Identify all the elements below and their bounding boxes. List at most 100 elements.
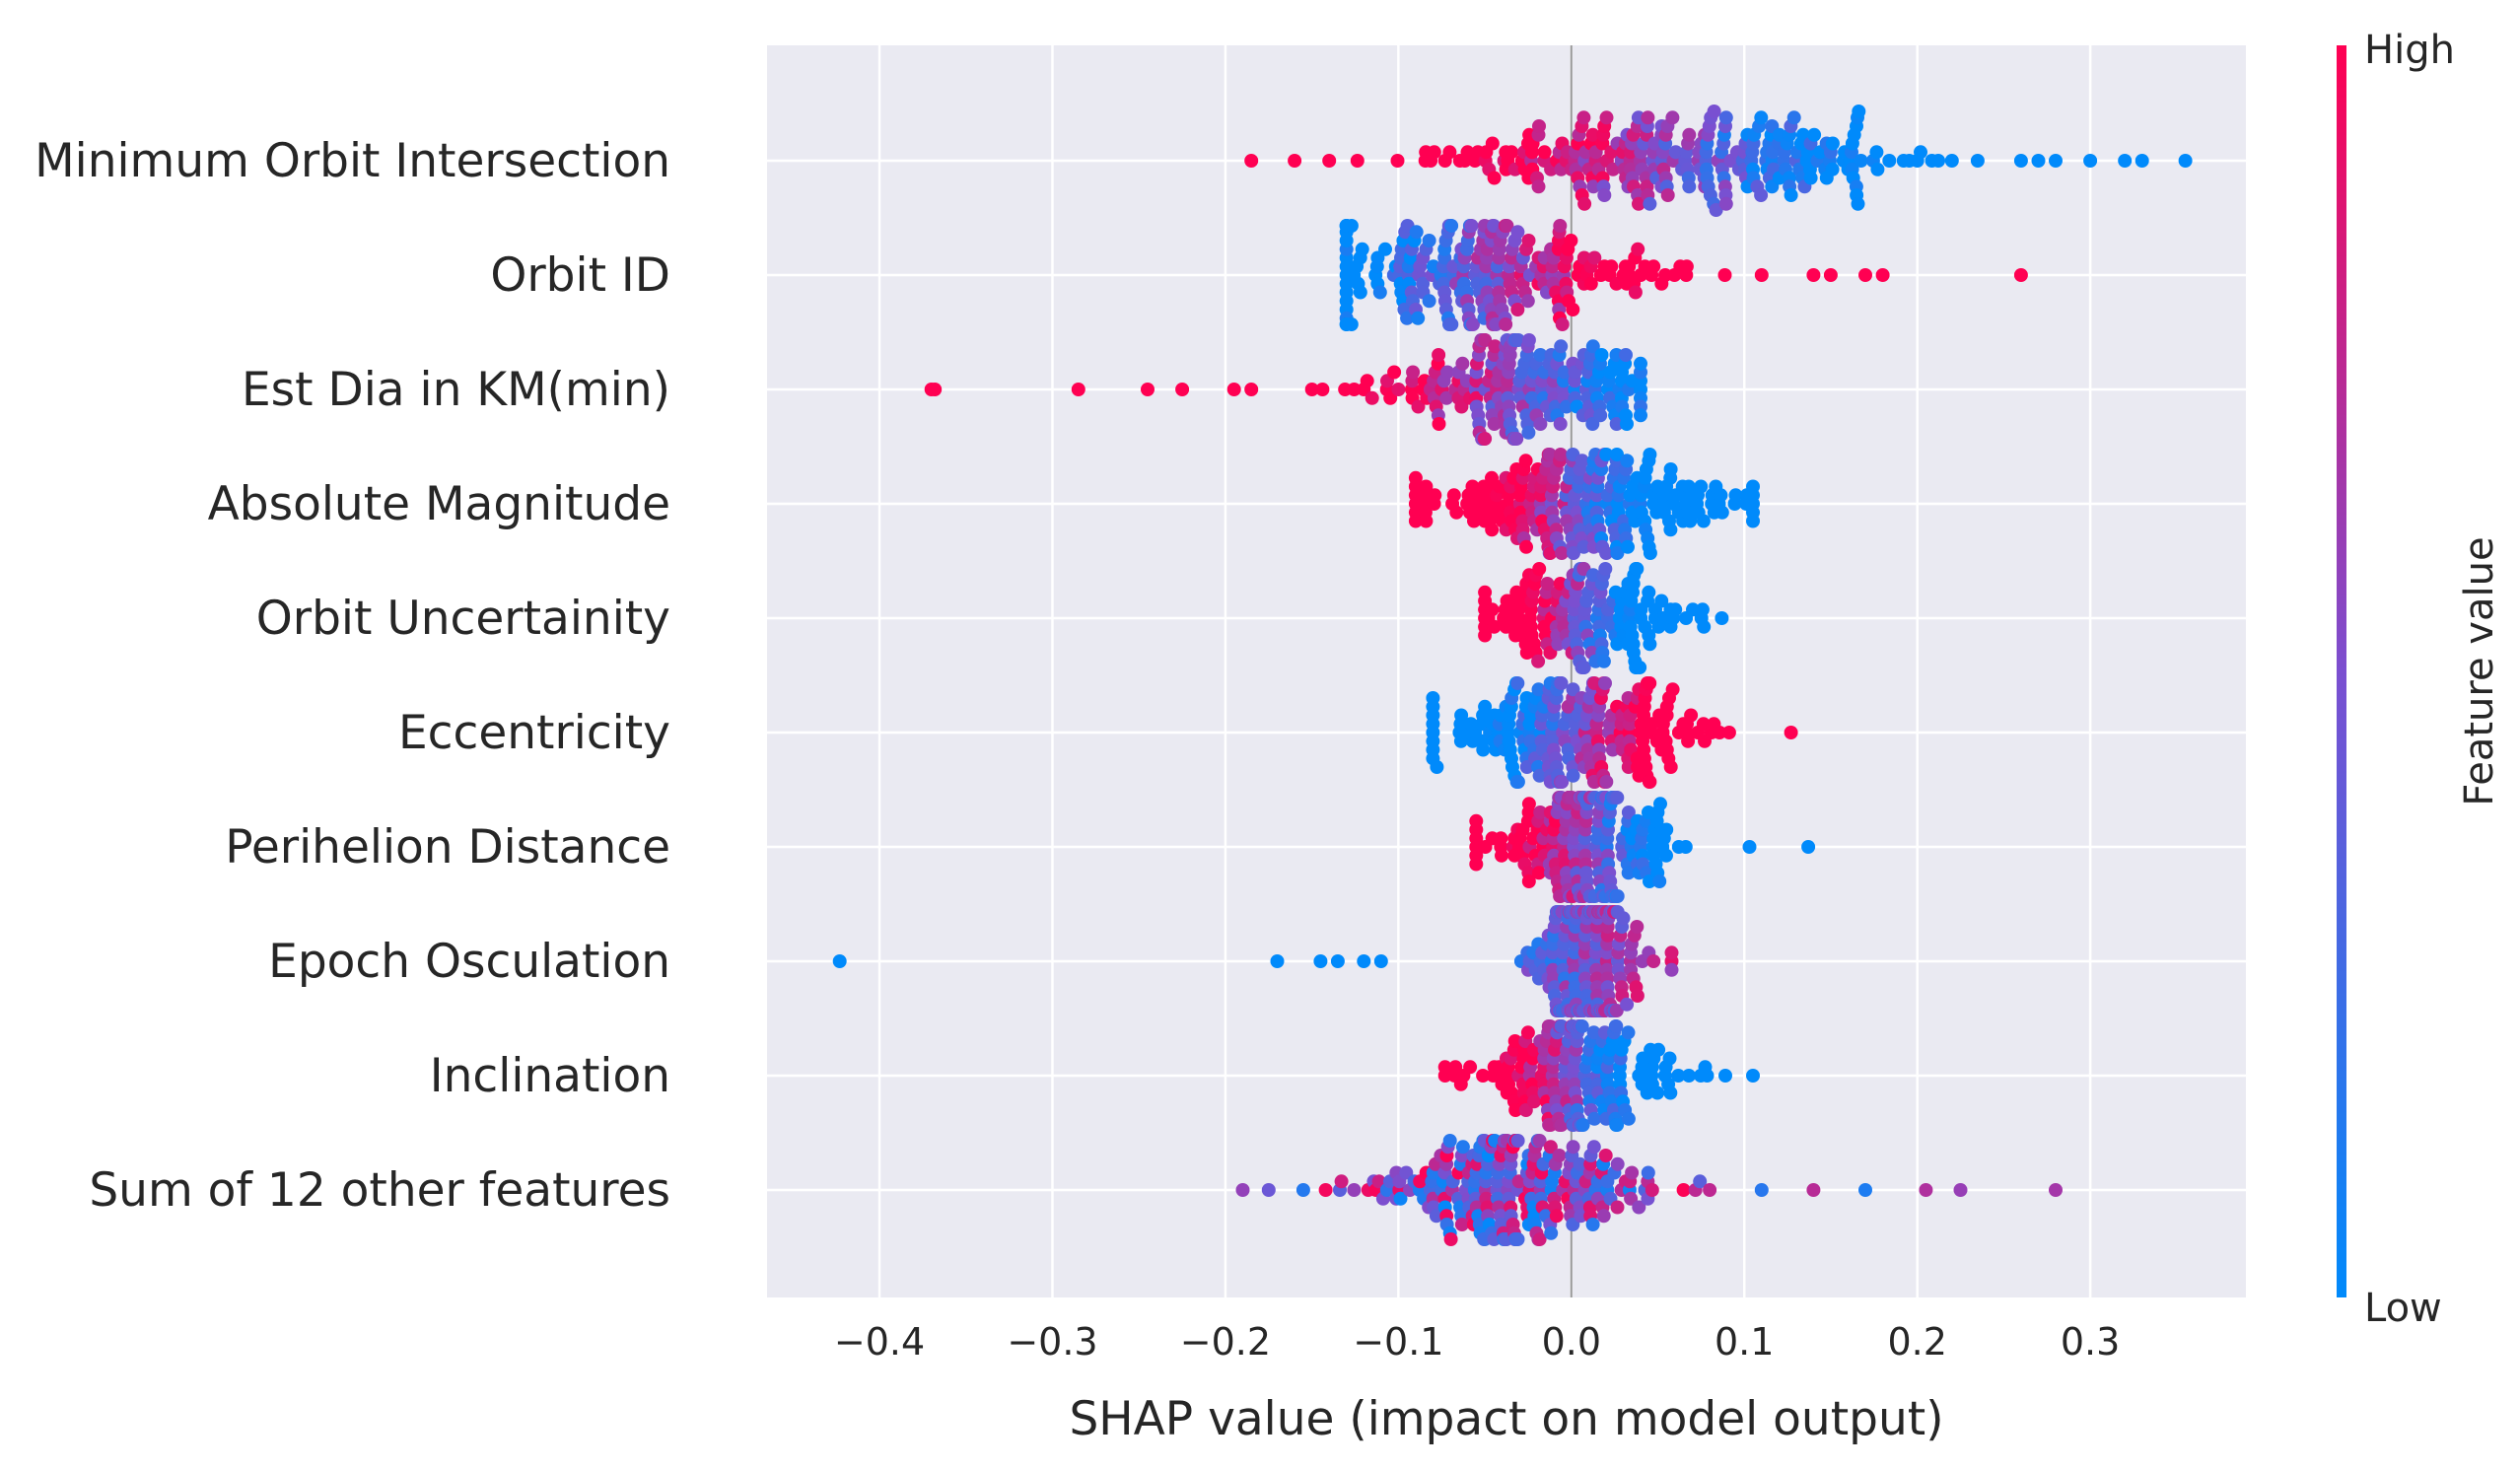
shap-point	[1610, 889, 1625, 903]
shap-point	[2118, 154, 2133, 168]
shap-point	[1322, 154, 1337, 168]
feature-label: Orbit Uncertainity	[256, 592, 670, 646]
shap-point	[1443, 1232, 1458, 1246]
shap-point	[1387, 365, 1402, 380]
shap-point	[1586, 179, 1601, 194]
x-tick-labels: −0.4 −0.3 −0.2 −0.1 0.0 0.1 0.2 0.3	[834, 1320, 2120, 1364]
shap-point	[1432, 417, 1446, 431]
shap-point	[1454, 399, 1469, 414]
shap-point	[1432, 348, 1446, 362]
shap-point	[1478, 699, 1493, 714]
shap-point	[1446, 488, 1461, 503]
shap-point	[1754, 1183, 1769, 1197]
shap-point	[1532, 1232, 1547, 1246]
shap-point	[2049, 1183, 2063, 1197]
shap-point	[928, 383, 943, 396]
shap-point	[1573, 1156, 1587, 1171]
shap-point	[1634, 356, 1647, 371]
x-tick-label: 0.0	[1542, 1320, 1601, 1364]
shap-point	[1540, 577, 1555, 591]
shap-point	[1645, 1183, 1659, 1197]
shap-point	[1555, 546, 1569, 560]
x-tick-label: 0.3	[2061, 1320, 2120, 1364]
shap-point	[1718, 196, 1733, 211]
shap-point	[1543, 546, 1558, 560]
shap-point	[1270, 954, 1285, 968]
shap-point	[1854, 154, 1868, 168]
shap-point	[1549, 1209, 1564, 1224]
shap-point	[1428, 488, 1442, 503]
shap-point	[1801, 840, 1816, 854]
shap-point	[1555, 775, 1570, 789]
shap-point	[1226, 383, 1241, 396]
shap-point	[1598, 562, 1613, 576]
shap-point	[1707, 105, 1721, 118]
shap-point	[1533, 805, 1548, 819]
shap-point	[1469, 813, 1484, 828]
shap-point	[1619, 348, 1633, 362]
shap-point	[1620, 997, 1635, 1012]
shap-point	[1444, 219, 1459, 233]
shap-point	[1609, 1004, 1624, 1017]
shap-point	[1344, 219, 1359, 233]
shap-point	[1693, 1174, 1708, 1189]
shap-point	[1653, 797, 1667, 811]
x-tick-label: 0.2	[1887, 1320, 1946, 1364]
shap-point	[1823, 268, 1838, 282]
shap-point	[1577, 196, 1592, 211]
shap-point	[1599, 448, 1614, 461]
shap-point	[1718, 1069, 1732, 1083]
shap-point	[1624, 1191, 1639, 1206]
shap-point	[1476, 742, 1491, 757]
shap-point	[1390, 154, 1405, 168]
shap-point	[1715, 611, 1729, 625]
shap-point	[1599, 775, 1614, 789]
shap-point	[1676, 1183, 1691, 1197]
shap-point	[1621, 1025, 1636, 1040]
shap-point	[1858, 1183, 1872, 1197]
shap-point	[1662, 1051, 1677, 1066]
shap-point	[1714, 488, 1728, 503]
shap-point	[1533, 417, 1548, 431]
shap-point	[1347, 1183, 1362, 1197]
shap-point	[1532, 768, 1547, 783]
shap-point	[1668, 602, 1683, 617]
feature-label: Perihelion Distance	[225, 820, 670, 875]
shap-point	[1784, 726, 1798, 739]
shap-point	[1643, 448, 1657, 461]
shap-point	[1521, 875, 1536, 888]
shap-point	[1518, 1103, 1533, 1117]
shap-point	[1576, 661, 1591, 674]
shap-point	[1682, 127, 1697, 142]
shap-point	[1659, 822, 1674, 837]
shap-point	[1532, 119, 1546, 133]
shap-point	[1318, 1183, 1333, 1197]
shap-point	[1555, 317, 1570, 331]
shap-point	[1586, 1140, 1601, 1155]
shap-point	[1511, 1174, 1526, 1189]
colorbar-low-label: Low	[2364, 1286, 2442, 1331]
shap-point	[1519, 760, 1534, 774]
points-layer	[832, 105, 2193, 1246]
shap-point	[1478, 628, 1493, 643]
shap-point	[1485, 136, 1500, 151]
shap-point	[1411, 399, 1426, 414]
shap-point	[1527, 1094, 1541, 1109]
shap-point	[1175, 383, 1190, 396]
shap-point	[1594, 348, 1609, 362]
shap-point	[1610, 448, 1624, 461]
shap-point	[1437, 1060, 1452, 1075]
shap-point	[1429, 1209, 1443, 1224]
shap-point	[1071, 383, 1085, 396]
shap-point	[1643, 775, 1657, 789]
shap-point	[1585, 568, 1600, 583]
shap-point	[1521, 425, 1536, 440]
shap-point	[1746, 514, 1760, 528]
shap-point	[1521, 333, 1536, 347]
feature-label: Sum of 12 other features	[89, 1163, 670, 1218]
shap-point	[1851, 196, 1865, 211]
shap-point	[1630, 920, 1645, 934]
x-tick-label: −0.4	[834, 1320, 925, 1364]
shap-point	[1422, 294, 1436, 309]
shap-point	[1495, 848, 1508, 863]
